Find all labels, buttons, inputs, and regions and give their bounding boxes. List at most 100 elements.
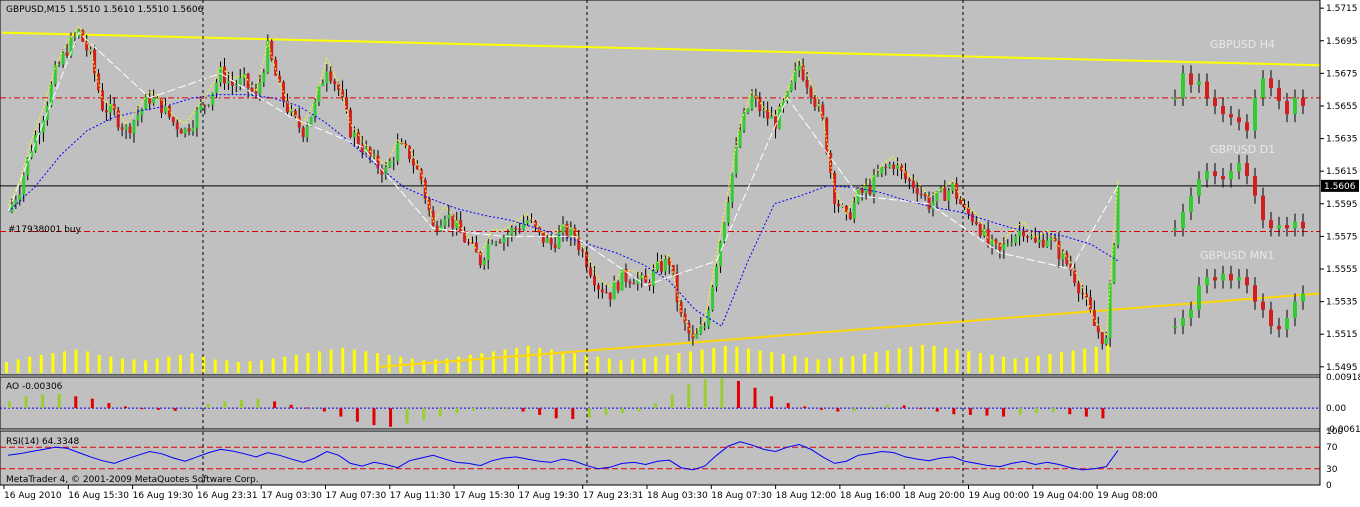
candle-bull (305, 126, 309, 138)
volume-bar (468, 354, 472, 373)
volume-bar (39, 354, 43, 373)
mn1-mini-candle (1213, 277, 1217, 281)
candle-bull (490, 243, 494, 245)
candle-bear (825, 117, 829, 153)
candle-bull (746, 108, 750, 113)
candle-bear (907, 179, 911, 181)
candle-bull (726, 202, 730, 223)
candle-bull (234, 85, 238, 87)
candle-bear (1092, 310, 1096, 326)
candle-bear (592, 275, 596, 286)
volume-bar (700, 349, 704, 373)
h4-mini-candle (1269, 78, 1273, 89)
candle-bull (947, 190, 951, 201)
volume-bar (1013, 358, 1017, 373)
candle-bear (1033, 236, 1037, 243)
candle-bear (955, 183, 959, 200)
axes: 1.5715 1.5695 1.5675 1.5655 1.5635 1.5615 1.55… (3, 0, 1360, 501)
candle-bear (600, 289, 604, 293)
ao-bar (720, 378, 724, 409)
rsi-panel[interactable] (0, 430, 1321, 486)
candle-bull (1014, 236, 1018, 243)
candle-bear (1073, 270, 1077, 284)
candle-bear (411, 159, 415, 166)
ao-bar (1018, 408, 1022, 415)
volume-bar (144, 360, 148, 373)
candle-bull (1037, 239, 1041, 243)
candle-bear (683, 313, 687, 323)
zigzag-line (7, 31, 1119, 286)
volume-bar (538, 347, 542, 373)
candle-bear (301, 127, 305, 138)
candle-bear (1057, 241, 1061, 260)
d1-mini-candle (1213, 171, 1217, 177)
y-tick-label: 1.5715 (1326, 4, 1358, 14)
candle-bear (927, 196, 931, 210)
volume-bar (781, 354, 785, 373)
volume-bar (225, 360, 229, 373)
candle-bull (750, 95, 754, 109)
ao-bar (935, 408, 939, 412)
volume-bar (619, 360, 623, 373)
volume-bar (109, 356, 113, 373)
candle-bull (1049, 237, 1053, 241)
candle-bull (455, 220, 459, 229)
candle-bear (994, 239, 998, 244)
ao-panel[interactable] (0, 376, 1321, 430)
mn1-label: GBPUSD MN1 (1200, 249, 1274, 262)
main-price-panel[interactable] (0, 0, 1321, 376)
candle-bull (715, 266, 719, 287)
candle-bear (970, 213, 974, 222)
volume-bar (978, 353, 982, 373)
current-price-box (1321, 179, 1359, 192)
candle-bull (49, 84, 53, 106)
ao-bar (190, 407, 194, 409)
ao-bar (803, 406, 807, 409)
candle-bull (211, 92, 215, 105)
candle-bear (297, 116, 301, 128)
d1-mini-candle (1197, 179, 1201, 196)
ao-bar (587, 408, 591, 418)
volume-bar (457, 356, 461, 373)
candle-bull (612, 282, 616, 300)
volume-bar (515, 347, 519, 373)
ao-bar (985, 408, 989, 416)
ao-bar (1035, 408, 1039, 414)
rsi-y-tick: 30 (1326, 465, 1338, 475)
h4-mini-candle (1277, 88, 1281, 102)
candle-bear (278, 75, 282, 83)
candle-bull (313, 102, 317, 117)
ao-bar (902, 405, 906, 409)
candle-bull (156, 97, 160, 99)
candle-bear (1077, 283, 1081, 294)
x-tick-label: 18 Aug 03:30 (647, 491, 708, 501)
volume-bar (97, 354, 101, 373)
candle-bull (447, 214, 451, 219)
ao-bar (123, 406, 127, 409)
candle-bear (919, 194, 923, 196)
volume-bar (967, 351, 971, 373)
candle-bear (459, 220, 463, 233)
volume-bar (51, 353, 55, 373)
candle-bear (112, 103, 116, 111)
candle-bull (18, 194, 22, 200)
volume-bar (236, 362, 240, 373)
candle-bear (270, 40, 274, 60)
candle-bear (356, 132, 360, 145)
ao-y-tick: 0.00918 (1326, 373, 1360, 383)
candle-bear (1100, 332, 1104, 344)
candle-bear (966, 207, 970, 214)
candle-bear (81, 30, 85, 42)
ao-bar (157, 408, 161, 410)
volume-bar (410, 358, 414, 373)
candle-bear (900, 165, 904, 171)
candle-bull (888, 164, 892, 168)
candle-bull (557, 232, 561, 249)
candle-bull (734, 146, 738, 174)
d1-mini-candle (1253, 176, 1257, 196)
candle-bull (443, 218, 447, 226)
fast-moving-average (7, 25, 1119, 338)
volume-bar (886, 350, 890, 373)
h4-mini-candle (1197, 81, 1201, 85)
